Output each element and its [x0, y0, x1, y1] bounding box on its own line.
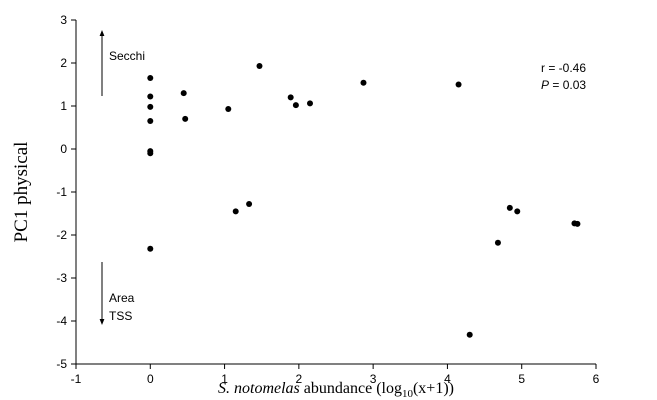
x-label-species: S. notomelas [218, 380, 300, 397]
stat-p: P = 0.03 [541, 78, 586, 92]
data-point [574, 220, 581, 227]
x-tick-label: 0 [147, 372, 154, 386]
area-label: Area [109, 291, 135, 305]
data-point [307, 100, 313, 107]
data-point [360, 79, 367, 86]
data-point [256, 63, 263, 70]
y-tick-label: 3 [60, 13, 67, 27]
secchi-label: Secchi [109, 49, 145, 63]
y-tick-label: -5 [56, 357, 67, 371]
data-point [246, 201, 253, 208]
x-tick-label: 1 [221, 372, 228, 386]
data-point [147, 245, 154, 252]
data-point [147, 75, 154, 82]
x-axis-label: S. notomelas abundance (log10(x+1)) [218, 380, 454, 400]
data-point [182, 115, 189, 122]
data-point [506, 204, 513, 211]
data-point [287, 94, 294, 101]
stat-p-value: = 0.03 [549, 78, 586, 92]
data-point [225, 106, 232, 113]
data-point [147, 150, 154, 157]
y-tick-label: 2 [60, 56, 67, 70]
y-tick-label: -2 [56, 228, 67, 242]
data-point [466, 331, 473, 338]
y-tick-label: 0 [60, 142, 67, 156]
data-point [147, 118, 154, 125]
x-tick-label: 2 [296, 372, 303, 386]
data-point [180, 90, 187, 97]
x-tick-label: 6 [593, 372, 600, 386]
x-label-text: abundance (log [300, 380, 402, 397]
x-tick-label: 4 [444, 372, 451, 386]
data-point [292, 102, 299, 109]
y-tick-label: -3 [56, 271, 67, 285]
y-tick-label: 1 [60, 99, 67, 113]
x-label-sub: 10 [402, 388, 414, 400]
y-tick-label: -4 [56, 314, 67, 328]
data-point [232, 208, 239, 215]
stat-r: r = -0.46 [541, 61, 586, 75]
data-point [147, 93, 154, 100]
data-point [147, 103, 154, 110]
x-tick-label: 5 [518, 372, 525, 386]
x-ticks: -1 0 1 2 3 4 5 6 [71, 364, 600, 386]
x-label-tail: (x+1)) [413, 380, 454, 397]
data-point [455, 81, 462, 88]
x-tick-label: -1 [71, 372, 82, 386]
y-ticks: -5 -4 -3 -2 -1 0 1 2 3 [56, 13, 76, 371]
data-point [494, 239, 501, 246]
tss-label: TSS [109, 309, 132, 323]
stat-p-letter: P [541, 78, 549, 92]
data-point [514, 208, 521, 215]
y-tick-label: -1 [56, 185, 67, 199]
y-axis-label: PC1 physical [11, 142, 32, 243]
x-tick-label: 3 [370, 372, 377, 386]
data-points [147, 63, 581, 338]
